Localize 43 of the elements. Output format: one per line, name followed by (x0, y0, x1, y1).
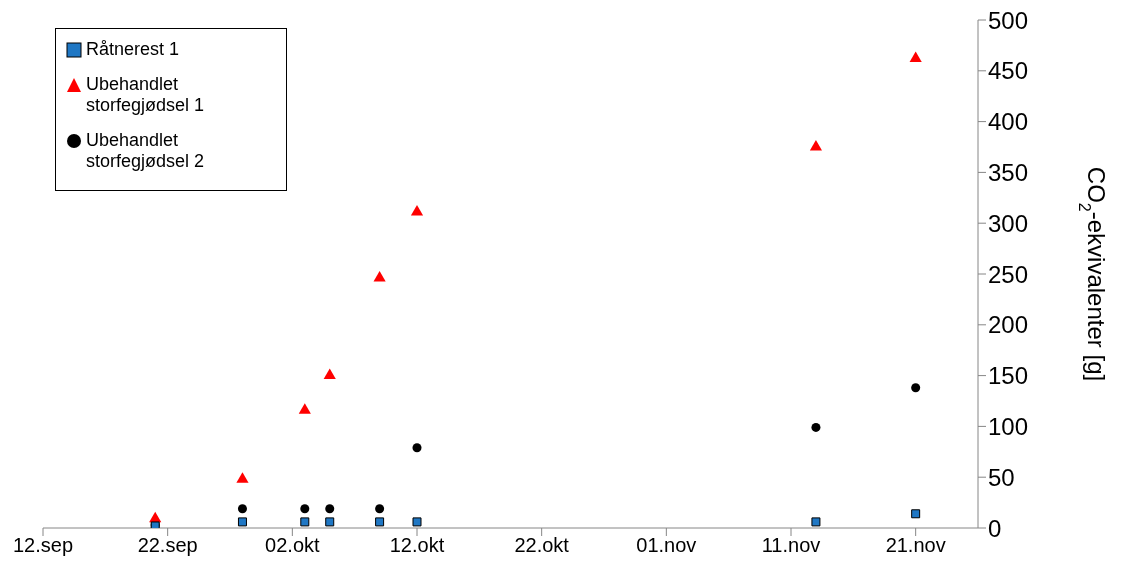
point (412, 443, 422, 453)
point (300, 504, 310, 514)
point (300, 517, 310, 527)
y-tick-label: 350 (988, 158, 1029, 186)
y-tick-label: 300 (988, 209, 1029, 237)
y-tick-label: 450 (988, 57, 1029, 85)
y-tick-label: 50 (988, 463, 1015, 491)
x-tick-label: 21.nov (885, 534, 946, 557)
point (909, 51, 922, 63)
point (911, 509, 921, 519)
point (323, 368, 336, 380)
point (373, 271, 386, 282)
y-tick-label: 200 (988, 311, 1029, 339)
point (375, 504, 385, 514)
point (237, 517, 247, 527)
y-tick-label: 250 (988, 260, 1029, 288)
x-tick-label: 12.sep (12, 534, 74, 557)
point (911, 383, 921, 393)
y-tick-label: 400 (988, 108, 1029, 136)
point (410, 205, 424, 216)
point (298, 403, 311, 414)
x-tick-label: 11.nov (761, 534, 821, 557)
y-tick-label: 100 (988, 412, 1029, 440)
x-tick-label: 22.okt (514, 534, 570, 557)
x-tick-label: 22.sep (137, 534, 198, 557)
y-tick-label: 500 (988, 6, 1029, 34)
legend-label: Råtnerest 1 (86, 39, 180, 60)
point (809, 139, 823, 151)
point (236, 472, 249, 483)
point (811, 517, 821, 527)
point (237, 504, 247, 514)
point (375, 517, 385, 527)
point (412, 517, 422, 527)
y-tick-label: 150 (988, 362, 1029, 390)
point (325, 517, 335, 527)
x-tick-label: 01.nov (636, 534, 697, 557)
point (325, 504, 335, 514)
point (811, 422, 821, 432)
legend-label: Ubehandlet storfegjødsel 2 (86, 130, 206, 172)
x-tick-label: 12.okt (389, 534, 445, 557)
legend-label: Ubehandlet storfegjødsel 1 (86, 74, 206, 116)
y-tick-label: 0 (988, 514, 1002, 542)
x-tick-label: 02.okt (265, 534, 321, 557)
